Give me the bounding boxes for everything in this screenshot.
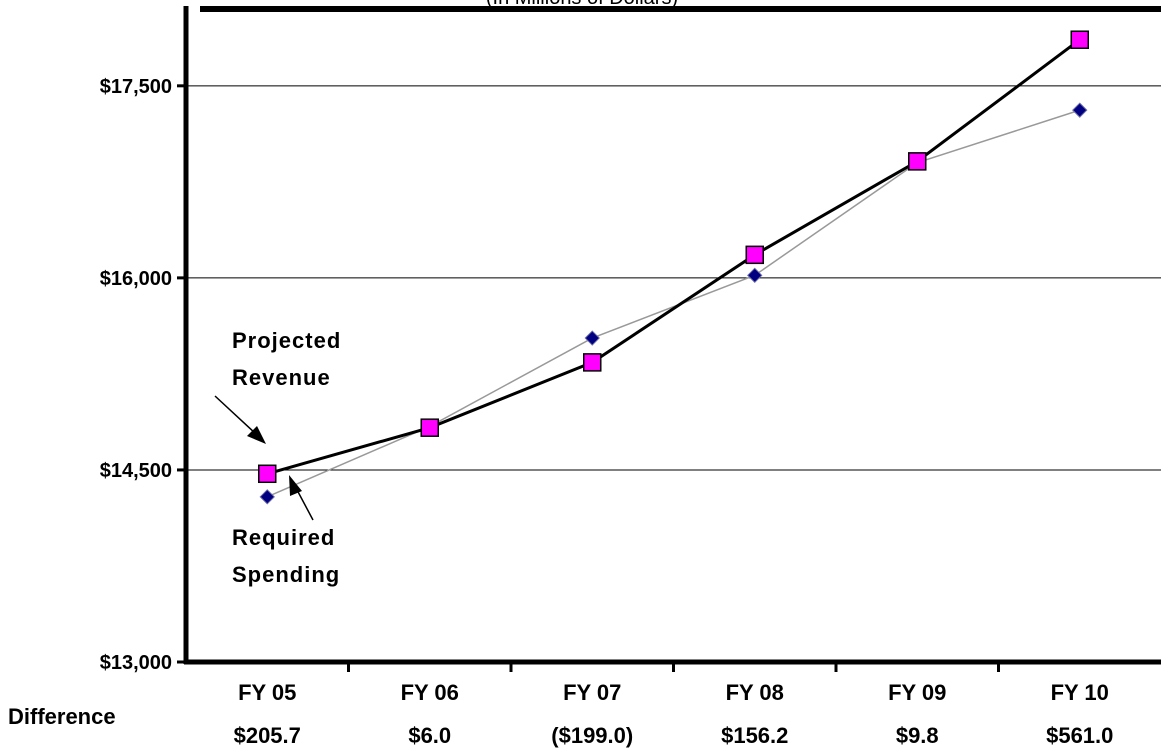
category-label: FY 05 — [238, 680, 296, 705]
annotation-revenue-arrowhead — [247, 426, 266, 444]
category-label: FY 07 — [563, 680, 621, 705]
series-point — [583, 353, 602, 372]
gridlines — [186, 85, 1161, 471]
series-line — [266, 38, 1081, 476]
category-label: FY 08 — [726, 680, 784, 705]
difference-labels: $205.7 $6.0 ($199.0) $156.2 $9.8 $561.0 — [234, 723, 1114, 748]
y-tick-labels: $13,000 $14,500 $16,000 $17,500 — [100, 76, 172, 674]
series-point — [1070, 30, 1089, 49]
series-point — [745, 245, 764, 265]
difference-value: $205.7 — [234, 723, 301, 748]
category-label: FY 09 — [888, 680, 946, 705]
series-point — [259, 489, 275, 505]
series-point — [747, 267, 763, 284]
annotation-revenue-line1: Projected — [232, 328, 341, 353]
annotation-spending-line1: Required — [232, 525, 335, 550]
difference-label: Difference — [8, 704, 116, 729]
series-point — [1072, 102, 1088, 118]
difference-value: ($199.0) — [551, 723, 633, 748]
series-layer — [258, 30, 1089, 505]
category-label: FY 06 — [401, 680, 459, 705]
category-labels: FY 05 FY 06 FY 07 FY 08 FY 09 FY 10 — [238, 680, 1109, 705]
series-point — [584, 330, 600, 346]
difference-value: $156.2 — [721, 723, 788, 748]
category-label: FY 10 — [1051, 680, 1109, 705]
annotation-spending-line2: Spending — [232, 562, 340, 587]
series-point — [420, 418, 439, 437]
chart-subtitle: (In Millions of Dollars) — [486, 0, 678, 9]
annotation-spending-arrow — [295, 487, 314, 521]
axes — [177, 6, 1161, 672]
y-tick-label: $17,500 — [100, 76, 172, 98]
y-tick-label: $16,000 — [100, 268, 172, 290]
series-point — [908, 152, 927, 171]
annotation-revenue-arrow — [214, 395, 257, 435]
series-line — [266, 109, 1080, 498]
difference-value: $561.0 — [1046, 723, 1113, 748]
annotation-spending: Required Spending — [232, 475, 340, 587]
annotation-revenue-line2: Revenue — [232, 365, 331, 390]
y-tick-label: $13,000 — [100, 652, 172, 674]
y-tick-label: $14,500 — [100, 460, 172, 482]
difference-value: $9.8 — [896, 723, 939, 748]
series-point — [258, 464, 277, 484]
annotation-revenue: Projected Revenue — [214, 328, 341, 444]
annotation-spending-arrowhead — [289, 475, 302, 496]
difference-value: $6.0 — [408, 723, 451, 748]
